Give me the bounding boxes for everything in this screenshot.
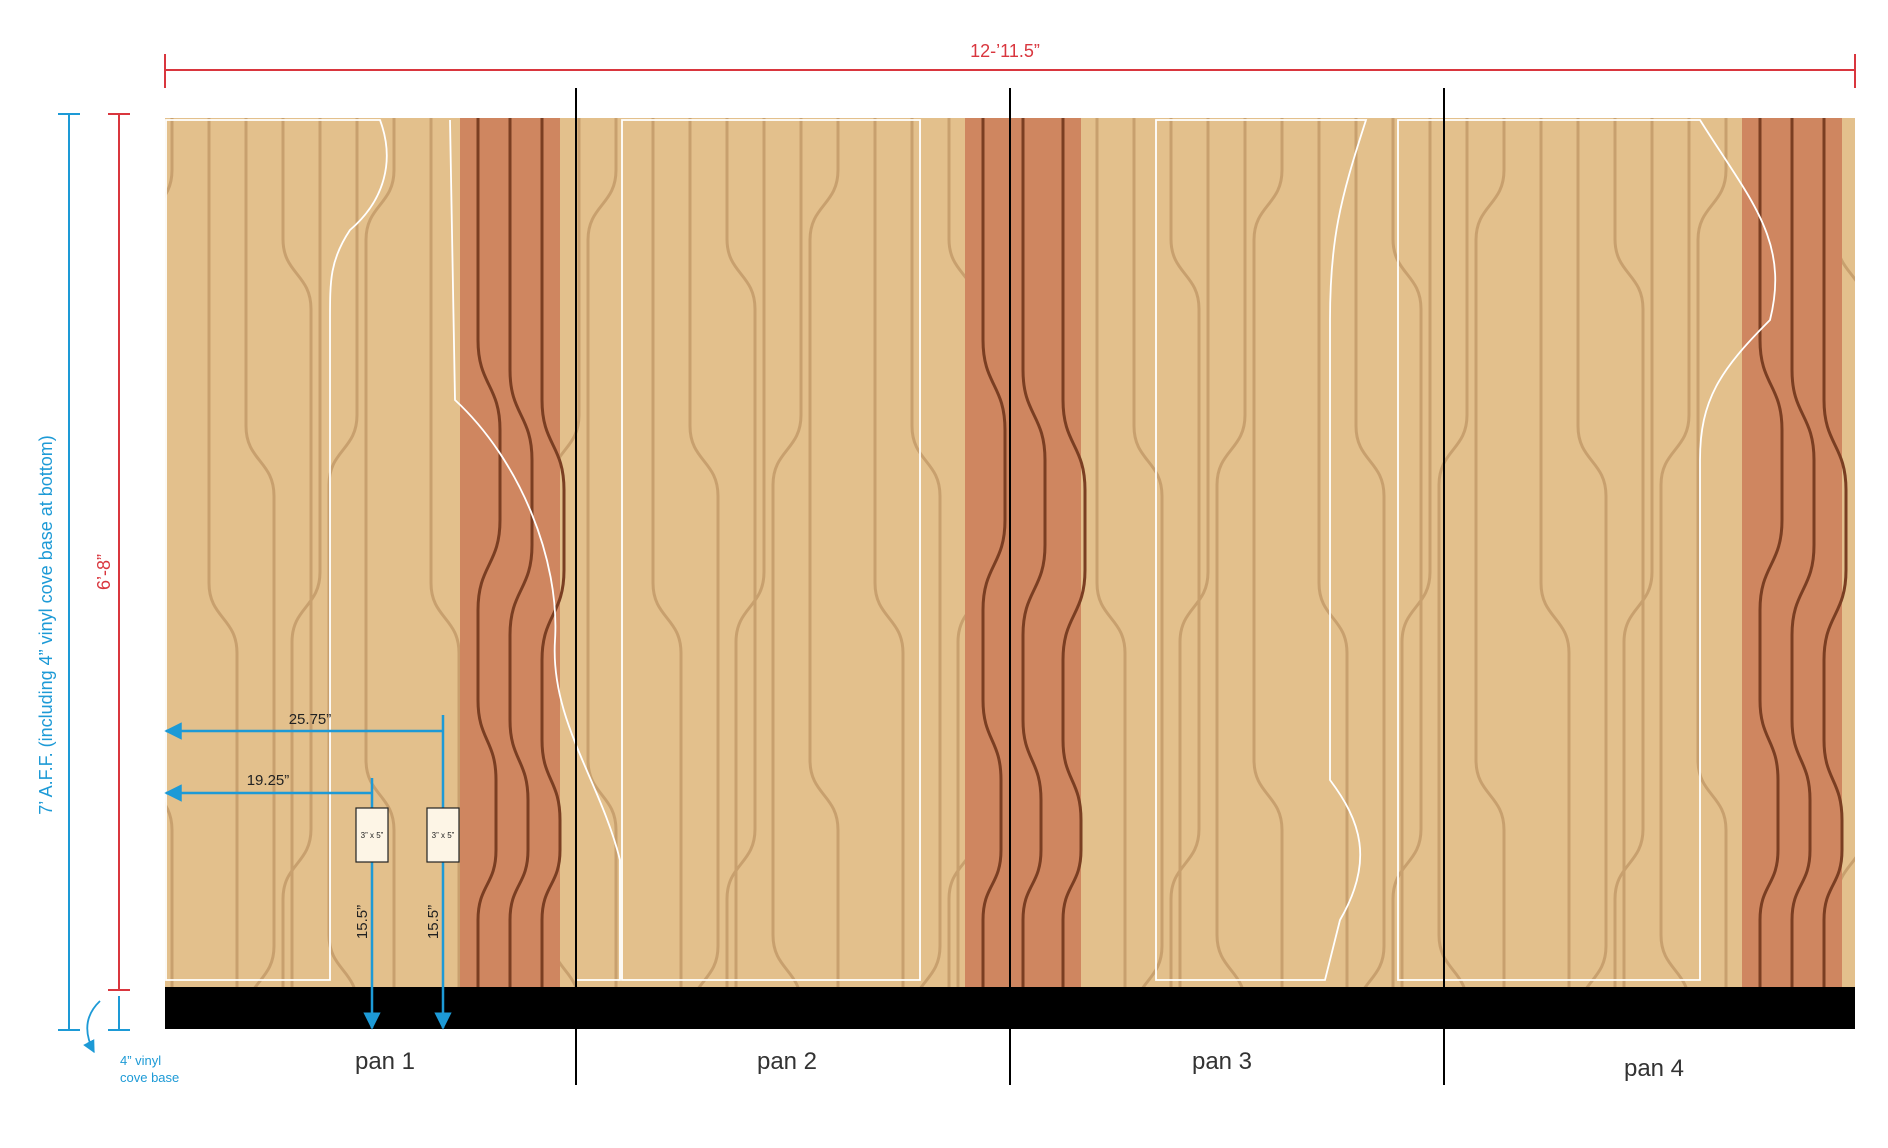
total-height-dimension xyxy=(58,113,130,1031)
pattern-line xyxy=(688,118,720,987)
pattern-line xyxy=(1169,118,1201,987)
pattern-line xyxy=(1659,118,1691,987)
pattern-line xyxy=(1576,118,1608,987)
pattern-line xyxy=(873,118,905,987)
cove-base-note-line-1: 4” vinyl xyxy=(120,1053,161,1068)
accent-line xyxy=(508,118,534,987)
pattern-line xyxy=(1354,118,1386,987)
accent-line xyxy=(1021,118,1047,987)
overall-width-label: 12-’11.5” xyxy=(970,41,1040,61)
panel-label-1: pan 1 xyxy=(355,1048,415,1075)
pattern-line xyxy=(1095,118,1127,987)
pattern-line xyxy=(734,118,766,987)
panel-seams xyxy=(575,88,1445,1085)
dimension-19-25: 19.25” xyxy=(247,772,290,789)
outlet-2-label: 3” x 5” xyxy=(432,831,455,840)
pattern-line xyxy=(281,118,313,987)
pattern-line xyxy=(327,118,359,987)
cove-base-note-line-2: cove base xyxy=(120,1070,179,1085)
pattern-line xyxy=(1437,118,1469,987)
panel-label-3: pan 3 xyxy=(1192,1048,1252,1075)
panel-label-4: pan 4 xyxy=(1624,1055,1684,1082)
pattern-line xyxy=(364,118,396,987)
accent-bands xyxy=(460,118,1848,987)
pattern-line xyxy=(429,118,461,987)
accent-line xyxy=(476,118,502,987)
width-dimension xyxy=(164,54,1856,88)
pattern-line xyxy=(586,118,618,987)
dimension-25-75: 25.75” xyxy=(289,711,332,728)
accent-line xyxy=(1790,118,1816,987)
pattern-line xyxy=(651,118,683,987)
outlet-1-label: 3” x 5” xyxy=(361,831,384,840)
pattern-line xyxy=(1474,118,1506,987)
cutout-outline-1 xyxy=(165,119,388,981)
accent-line xyxy=(540,118,566,987)
accent-line xyxy=(981,118,1007,987)
pattern-line xyxy=(725,118,757,987)
wall-pattern xyxy=(165,118,1855,987)
pattern-line xyxy=(910,118,942,987)
pattern-line xyxy=(290,118,322,987)
cutout-outline-4 xyxy=(1155,119,1368,981)
cutout-outline-2 xyxy=(449,119,621,981)
pattern-line xyxy=(1215,118,1247,987)
pattern-line xyxy=(165,118,174,987)
pattern-line xyxy=(207,118,239,987)
accent-line xyxy=(1061,118,1087,987)
pattern-line xyxy=(771,118,803,987)
pattern-line xyxy=(1696,118,1728,987)
height-dimension xyxy=(108,113,130,991)
pattern-line xyxy=(1317,118,1349,987)
pattern-line xyxy=(1178,118,1210,987)
pattern-line xyxy=(808,118,840,987)
pattern-line xyxy=(1252,118,1284,987)
accent-line xyxy=(1822,118,1848,987)
panel-cutout-outlines xyxy=(165,119,1777,981)
accent-line xyxy=(1758,118,1784,987)
cutout-outline-5 xyxy=(1397,119,1777,981)
height-15-5-left: 15.5” xyxy=(354,905,371,939)
panel-height-label: 6’-8” xyxy=(94,554,114,590)
pattern-line xyxy=(1400,118,1432,987)
pattern-line xyxy=(244,118,276,987)
total-height-label: 7’ A.F.F. (including 4” vinyl cove base … xyxy=(36,435,56,815)
outlet-dimensions xyxy=(164,715,452,1030)
height-15-5-right: 15.5” xyxy=(425,905,442,939)
outlet-box-1: 3” x 5” xyxy=(355,807,389,863)
cove-base-callout-arrow xyxy=(83,1000,101,1054)
pattern-line xyxy=(1622,118,1654,987)
pattern-line xyxy=(1539,118,1571,987)
panel-label-2: pan 2 xyxy=(757,1048,817,1075)
cutout-outline-3 xyxy=(621,119,921,981)
pattern-line xyxy=(1613,118,1645,987)
outlet-box-2: 3” x 5” xyxy=(426,807,460,863)
pattern-line xyxy=(1132,118,1164,987)
